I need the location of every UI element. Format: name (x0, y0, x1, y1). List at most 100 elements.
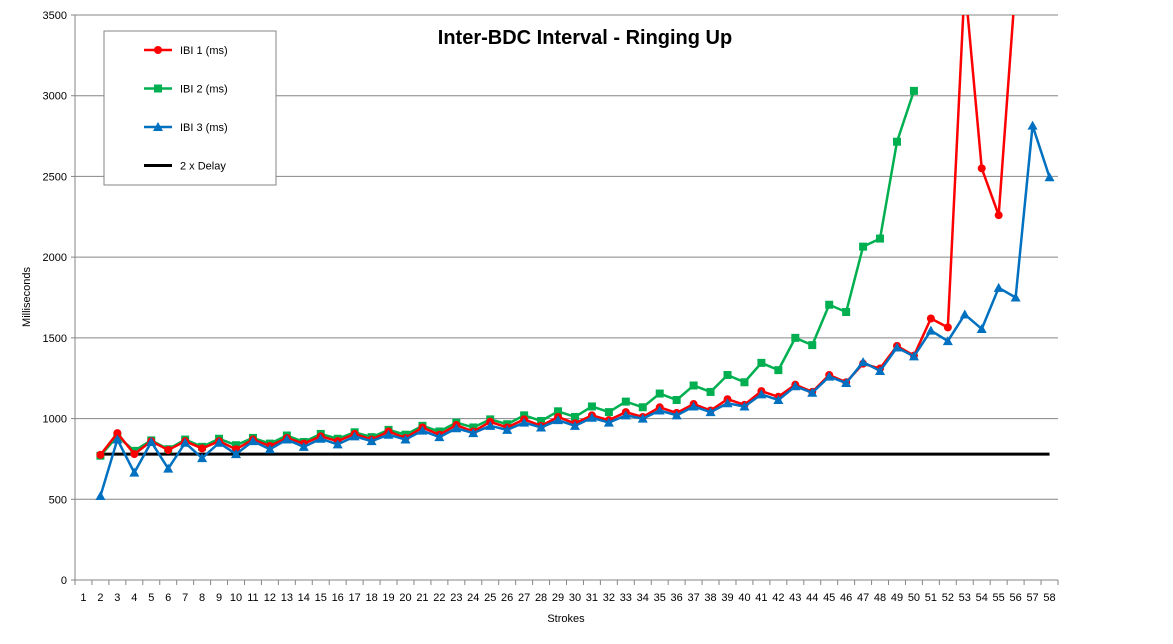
data-point (214, 437, 225, 447)
data-point (757, 358, 766, 367)
data-point (146, 436, 157, 446)
x-tick-label: 18 (365, 592, 377, 604)
data-point (740, 378, 749, 387)
data-point (977, 164, 986, 173)
y-tick-label: 2500 (43, 171, 67, 183)
data-point (537, 416, 546, 425)
x-tick-label: 55 (993, 592, 1005, 604)
x-tick-label: 4 (131, 592, 137, 604)
x-tick-label: 31 (586, 592, 598, 604)
x-tick-label: 46 (840, 592, 852, 604)
data-point (876, 234, 885, 243)
chart-title: Inter-BDC Interval - Ringing Up (438, 27, 732, 49)
x-tick-label: 26 (501, 592, 513, 604)
x-tick-label: 13 (281, 592, 293, 604)
x-tick-label: 3 (114, 592, 120, 604)
data-point (264, 444, 275, 454)
legend-swatch-marker (154, 84, 162, 93)
x-tick-label: 38 (704, 592, 716, 604)
x-tick-label: 56 (1010, 592, 1022, 604)
x-tick-label: 5 (148, 592, 154, 604)
x-tick-label: 23 (450, 592, 462, 604)
data-point (232, 441, 241, 450)
legend-swatch-marker (153, 122, 163, 131)
data-point (554, 407, 563, 416)
data-point (129, 467, 140, 477)
x-tick-label: 27 (518, 592, 530, 604)
data-point (315, 433, 326, 443)
data-point (417, 425, 428, 435)
data-point (841, 378, 852, 388)
x-tick-label: 20 (399, 592, 411, 604)
y-tick-label: 0 (61, 575, 67, 587)
x-axis-title: Strokes (547, 613, 585, 625)
x-tick-label: 6 (165, 592, 171, 604)
data-point (671, 410, 682, 420)
data-point (553, 415, 564, 425)
x-tick-label: 57 (1026, 592, 1038, 604)
legend-item: IBI 1 (ms) (144, 45, 228, 57)
data-point (332, 439, 343, 449)
y-tick-label: 1000 (43, 414, 67, 426)
data-point (994, 211, 1003, 220)
data-point (536, 422, 547, 432)
x-tick-label: 28 (535, 592, 547, 604)
data-point (774, 366, 783, 375)
data-point (926, 314, 935, 323)
data-point (247, 436, 258, 446)
x-tick-label: 19 (382, 592, 394, 604)
data-point (231, 449, 242, 459)
x-tick-label: 7 (182, 592, 188, 604)
data-point (96, 450, 105, 459)
data-point (859, 242, 868, 251)
x-tick-label: 50 (908, 592, 920, 604)
legend-item: 2 x Delay (144, 161, 226, 173)
data-point (875, 365, 886, 375)
data-point (621, 397, 630, 406)
x-tick-label: 58 (1043, 592, 1055, 604)
data-point (1044, 172, 1055, 182)
x-tick-label: 41 (755, 592, 767, 604)
data-point (451, 423, 462, 433)
data-point (95, 491, 106, 501)
series-ibi-3-ms (95, 120, 1055, 501)
x-tick-label: 15 (315, 592, 327, 604)
data-point (909, 86, 918, 95)
x-tick-label: 25 (484, 592, 496, 604)
x-tick-label: 54 (976, 592, 988, 604)
data-point (113, 429, 122, 438)
data-point (164, 446, 173, 455)
data-point (739, 401, 750, 411)
data-point (790, 381, 801, 391)
data-point (468, 428, 479, 438)
data-point (485, 420, 496, 430)
data-point (586, 412, 597, 422)
y-tick-label: 2000 (43, 252, 67, 264)
x-tick-label: 17 (349, 592, 361, 604)
x-tick-label: 22 (433, 592, 445, 604)
legend-label: IBI 3 (ms) (180, 122, 228, 134)
data-point (502, 424, 513, 434)
x-tick-label: 43 (789, 592, 801, 604)
data-point (469, 423, 478, 432)
data-point (604, 408, 613, 417)
data-point (112, 434, 123, 444)
data-point (925, 325, 936, 335)
x-tick-label: 34 (637, 592, 649, 604)
data-point (570, 412, 579, 421)
data-point (891, 342, 902, 352)
data-point (705, 407, 716, 417)
data-point (366, 436, 377, 446)
x-tick-label: 24 (467, 592, 479, 604)
x-tick-label: 14 (298, 592, 310, 604)
y-tick-label: 1500 (43, 333, 67, 345)
x-tick-label: 30 (569, 592, 581, 604)
x-tick-label: 51 (925, 592, 937, 604)
data-point (587, 402, 596, 411)
y-tick-label: 3000 (43, 91, 67, 103)
legend-label: 2 x Delay (180, 161, 226, 173)
data-point (197, 453, 208, 463)
x-tick-label: 9 (216, 592, 222, 604)
x-tick-label: 35 (654, 592, 666, 604)
